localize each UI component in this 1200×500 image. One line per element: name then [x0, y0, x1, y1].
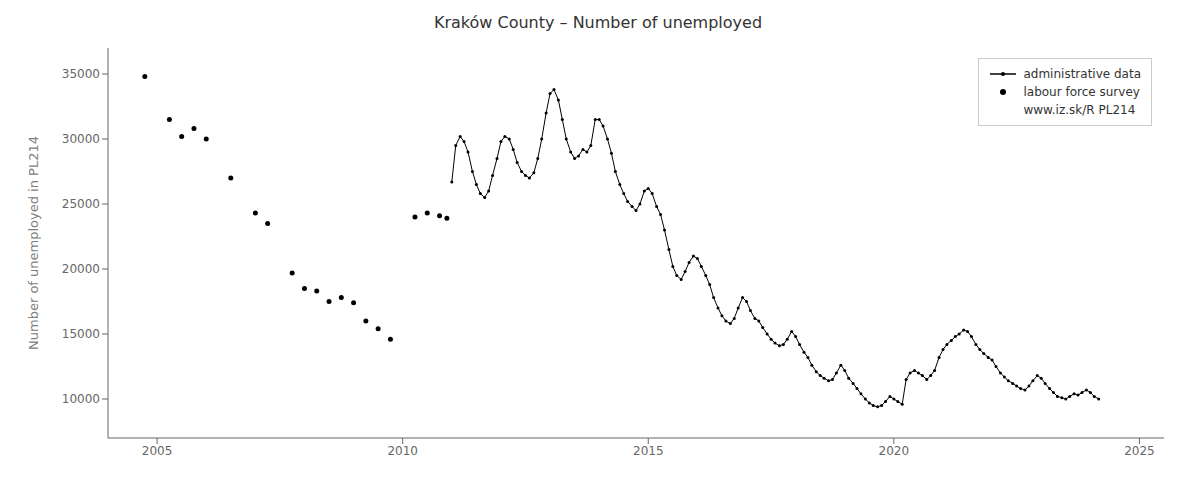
svg-text:15000: 15000 — [62, 327, 100, 341]
html-text:www.iz.sk/R PL214: www.iz.sk/R PL214 — [1023, 103, 1136, 117]
svg-text:20000: 20000 — [62, 262, 100, 276]
svg-text:2005: 2005 — [142, 444, 173, 458]
svg-text:10000: 10000 — [62, 392, 100, 406]
svg-text:2025: 2025 — [1124, 444, 1155, 458]
html-text:administrative data: administrative data — [1023, 67, 1141, 81]
svg-text:2010: 2010 — [387, 444, 418, 458]
svg-text:35000: 35000 — [62, 67, 100, 81]
svg-text:2020: 2020 — [879, 444, 910, 458]
svg-text:Number of unemployed in PL214: Number of unemployed in PL214 — [26, 136, 41, 350]
svg-text:25000: 25000 — [62, 197, 100, 211]
svg-text:2015: 2015 — [633, 444, 664, 458]
html-text:labour force survey: labour force survey — [1023, 85, 1140, 99]
html-text:Kraków County – Number of unem: Kraków County – Number of unemployed — [433, 13, 763, 32]
svg-text:30000: 30000 — [62, 132, 100, 146]
